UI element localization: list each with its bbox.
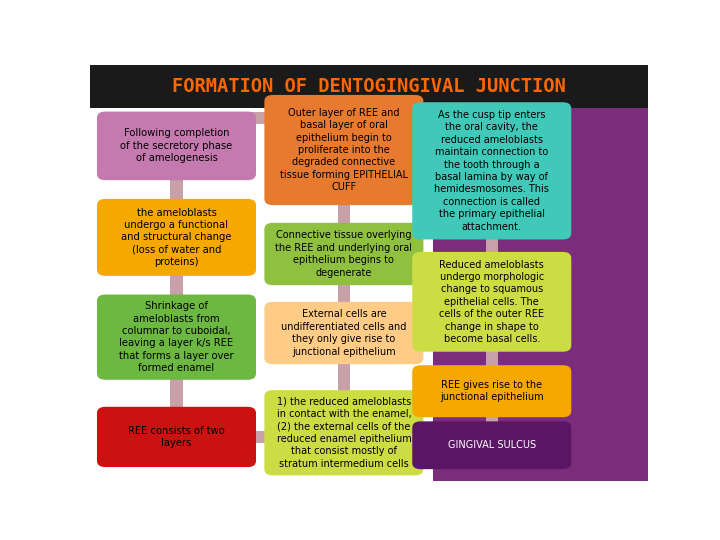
FancyBboxPatch shape [171, 174, 183, 205]
FancyBboxPatch shape [433, 109, 648, 481]
Text: GINGIVAL SULCUS: GINGIVAL SULCUS [448, 440, 536, 450]
Text: FORMATION OF DENTOGINGIVAL JUNCTION: FORMATION OF DENTOGINGIVAL JUNCTION [172, 77, 566, 96]
FancyBboxPatch shape [264, 95, 423, 205]
Text: External cells are
undifferentiated cells and
they only give rise to
junctional : External cells are undifferentiated cell… [282, 309, 407, 356]
Text: Outer layer of REE and
basal layer of oral
epithelium begin to
proliferate into : Outer layer of REE and basal layer of or… [280, 108, 408, 192]
FancyBboxPatch shape [264, 390, 423, 475]
Text: Following completion
of the secretory phase
of amelogenesis: Following completion of the secretory ph… [120, 129, 233, 163]
FancyBboxPatch shape [90, 65, 648, 109]
FancyBboxPatch shape [338, 358, 350, 396]
FancyBboxPatch shape [97, 199, 256, 276]
FancyBboxPatch shape [485, 346, 498, 372]
Text: 1) the reduced ameloblasts
in contact with the enamel,
(2) the external cells of: 1) the reduced ameloblasts in contact wi… [276, 397, 411, 469]
Text: Connective tissue overlying
the REE and underlying oral
epithelium begins to
deg: Connective tissue overlying the REE and … [275, 231, 413, 278]
FancyBboxPatch shape [171, 374, 183, 413]
FancyBboxPatch shape [97, 294, 256, 380]
FancyBboxPatch shape [485, 411, 498, 428]
FancyBboxPatch shape [413, 102, 571, 239]
FancyBboxPatch shape [413, 252, 571, 352]
Text: REE gives rise to the
junctional epithelium: REE gives rise to the junctional epithel… [440, 380, 544, 402]
FancyBboxPatch shape [264, 302, 423, 364]
FancyBboxPatch shape [338, 199, 350, 229]
FancyBboxPatch shape [171, 269, 183, 301]
FancyBboxPatch shape [97, 407, 256, 467]
FancyBboxPatch shape [248, 112, 273, 124]
Text: the ameloblasts
undergo a functional
and structural change
(loss of water and
pr: the ameloblasts undergo a functional and… [121, 207, 232, 267]
FancyBboxPatch shape [97, 112, 256, 180]
Text: Shrinkage of
ameloblasts from
columnar to cuboidal,
leaving a layer k/s REE
that: Shrinkage of ameloblasts from columnar t… [120, 301, 234, 373]
FancyBboxPatch shape [413, 421, 571, 469]
FancyBboxPatch shape [248, 431, 273, 443]
FancyBboxPatch shape [485, 233, 498, 258]
FancyBboxPatch shape [415, 120, 420, 131]
Text: REE consists of two
layers: REE consists of two layers [128, 426, 225, 448]
FancyBboxPatch shape [413, 365, 571, 417]
Text: Reduced ameloblasts
undergo morphologic
change to squamous
epithelial cells. The: Reduced ameloblasts undergo morphologic … [439, 260, 544, 344]
Text: As the cusp tip enters
the oral cavity, the
reduced ameloblasts
maintain connect: As the cusp tip enters the oral cavity, … [434, 110, 549, 232]
FancyBboxPatch shape [338, 279, 350, 308]
FancyBboxPatch shape [415, 248, 420, 260]
FancyBboxPatch shape [264, 223, 423, 285]
